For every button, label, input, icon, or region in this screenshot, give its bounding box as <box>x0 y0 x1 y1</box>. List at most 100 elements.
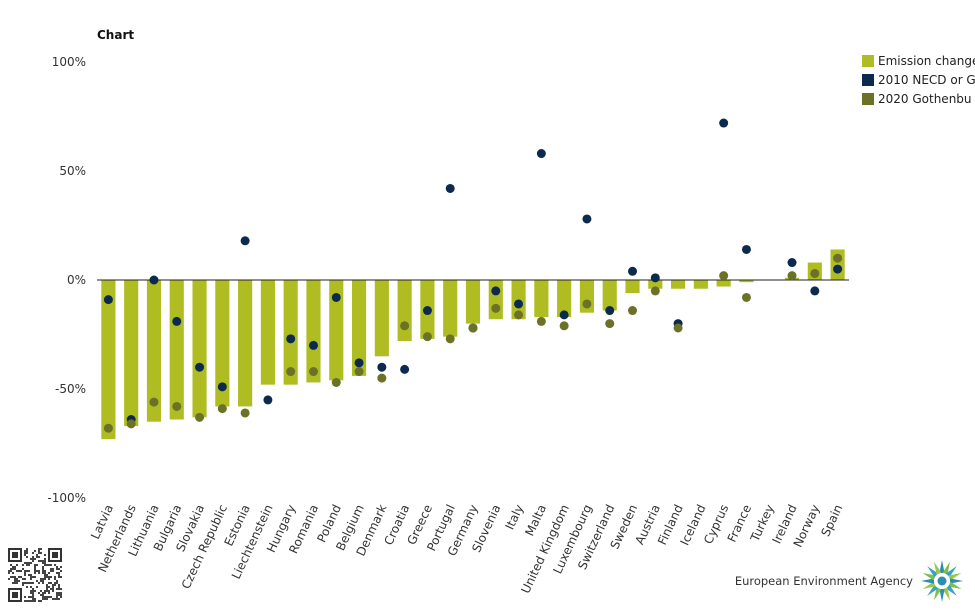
bar[interactable] <box>648 280 663 289</box>
data-point[interactable] <box>377 373 387 383</box>
data-point[interactable] <box>810 286 820 296</box>
y-axis: 100% 50% 0% -50% -100% <box>47 55 86 505</box>
bar[interactable] <box>397 280 412 342</box>
data-point[interactable] <box>217 404 227 414</box>
bar[interactable] <box>693 280 708 289</box>
data-point[interactable] <box>308 340 318 350</box>
data-point[interactable] <box>468 323 478 333</box>
qr-code-icon <box>8 548 62 602</box>
eea-logo-icon <box>921 560 963 602</box>
data-point[interactable] <box>195 362 205 372</box>
legend[interactable]: Emission change 2010 NECD or G 2020 Gothen… <box>862 54 975 106</box>
legend-swatch[interactable] <box>862 55 874 67</box>
data-point[interactable] <box>149 275 159 285</box>
bar[interactable] <box>215 280 230 407</box>
data-point[interactable] <box>719 271 729 281</box>
y-tick-label: 0% <box>67 273 86 287</box>
legend-swatch[interactable] <box>862 93 874 105</box>
data-point[interactable] <box>377 362 387 372</box>
data-point[interactable] <box>331 292 341 302</box>
bar[interactable] <box>602 280 617 311</box>
bar[interactable] <box>351 280 367 376</box>
bar[interactable] <box>306 280 321 383</box>
data-point[interactable] <box>263 395 273 405</box>
data-point[interactable] <box>514 299 524 309</box>
bar[interactable] <box>329 280 344 381</box>
data-point[interactable] <box>308 367 318 377</box>
data-point[interactable] <box>605 319 615 329</box>
data-point[interactable] <box>582 299 592 309</box>
data-point[interactable] <box>787 271 797 281</box>
data-point[interactable] <box>445 334 455 344</box>
data-point[interactable] <box>491 303 501 313</box>
data-point[interactable] <box>628 306 638 316</box>
data-point[interactable] <box>172 401 182 411</box>
bar[interactable] <box>124 280 139 427</box>
bar[interactable] <box>557 280 572 318</box>
data-point[interactable] <box>536 316 546 326</box>
legend-label[interactable]: Emission change <box>878 54 975 68</box>
data-point[interactable] <box>741 292 751 302</box>
data-point[interactable] <box>286 367 296 377</box>
data-point[interactable] <box>628 266 638 276</box>
data-point[interactable] <box>217 382 227 392</box>
bar[interactable] <box>374 280 389 357</box>
bar[interactable] <box>671 280 686 289</box>
bar[interactable] <box>238 280 253 407</box>
data-point[interactable] <box>741 244 751 254</box>
legend-swatch[interactable] <box>862 74 874 86</box>
bar[interactable] <box>192 280 207 418</box>
data-point[interactable] <box>650 273 660 283</box>
data-point[interactable] <box>559 321 569 331</box>
data-point[interactable] <box>422 306 432 316</box>
data-point[interactable] <box>491 286 501 296</box>
data-point[interactable] <box>582 214 592 224</box>
data-point[interactable] <box>103 295 113 305</box>
bar[interactable] <box>146 280 162 422</box>
data-point[interactable] <box>673 323 683 333</box>
data-point[interactable] <box>240 236 250 246</box>
legend-label[interactable]: 2010 NECD or G <box>878 73 975 87</box>
data-point[interactable] <box>172 316 182 326</box>
chart-title: Chart <box>97 28 135 42</box>
data-point[interactable] <box>719 118 729 128</box>
data-point[interactable] <box>810 268 820 278</box>
data-point[interactable] <box>354 367 364 377</box>
data-point[interactable] <box>149 397 159 407</box>
data-point[interactable] <box>422 332 432 342</box>
data-point[interactable] <box>400 364 410 374</box>
bar[interactable] <box>534 280 549 318</box>
category-label: Spain <box>818 502 845 538</box>
data-point[interactable] <box>445 183 455 193</box>
bar[interactable] <box>283 280 298 385</box>
data-point[interactable] <box>400 321 410 331</box>
data-point[interactable] <box>331 377 341 387</box>
legend-label[interactable]: 2020 Gothenbu <box>878 92 972 106</box>
footer-brand[interactable]: European Environment Agency <box>735 558 965 604</box>
data-point[interactable] <box>354 358 364 368</box>
data-point[interactable] <box>286 334 296 344</box>
bar[interactable] <box>739 280 754 283</box>
bar[interactable] <box>465 280 481 324</box>
bar[interactable] <box>443 280 458 337</box>
data-point[interactable] <box>514 310 524 320</box>
bar[interactable] <box>169 280 184 420</box>
data-point[interactable] <box>126 419 136 429</box>
bar[interactable] <box>260 280 275 385</box>
data-point[interactable] <box>103 423 113 433</box>
bar[interactable] <box>488 280 503 320</box>
data-point[interactable] <box>536 149 546 159</box>
bar[interactable] <box>625 280 640 294</box>
data-point[interactable] <box>833 253 843 263</box>
data-point[interactable] <box>605 306 615 316</box>
data-point[interactable] <box>833 264 843 274</box>
bar[interactable] <box>101 280 116 440</box>
data-point[interactable] <box>650 286 660 296</box>
data-point[interactable] <box>559 310 569 320</box>
data-point[interactable] <box>195 412 205 422</box>
footer-brand-text: European Environment Agency <box>734 574 913 588</box>
dot-series <box>103 118 843 433</box>
data-point[interactable] <box>240 408 250 418</box>
bar[interactable] <box>716 280 731 287</box>
data-point[interactable] <box>787 258 797 268</box>
